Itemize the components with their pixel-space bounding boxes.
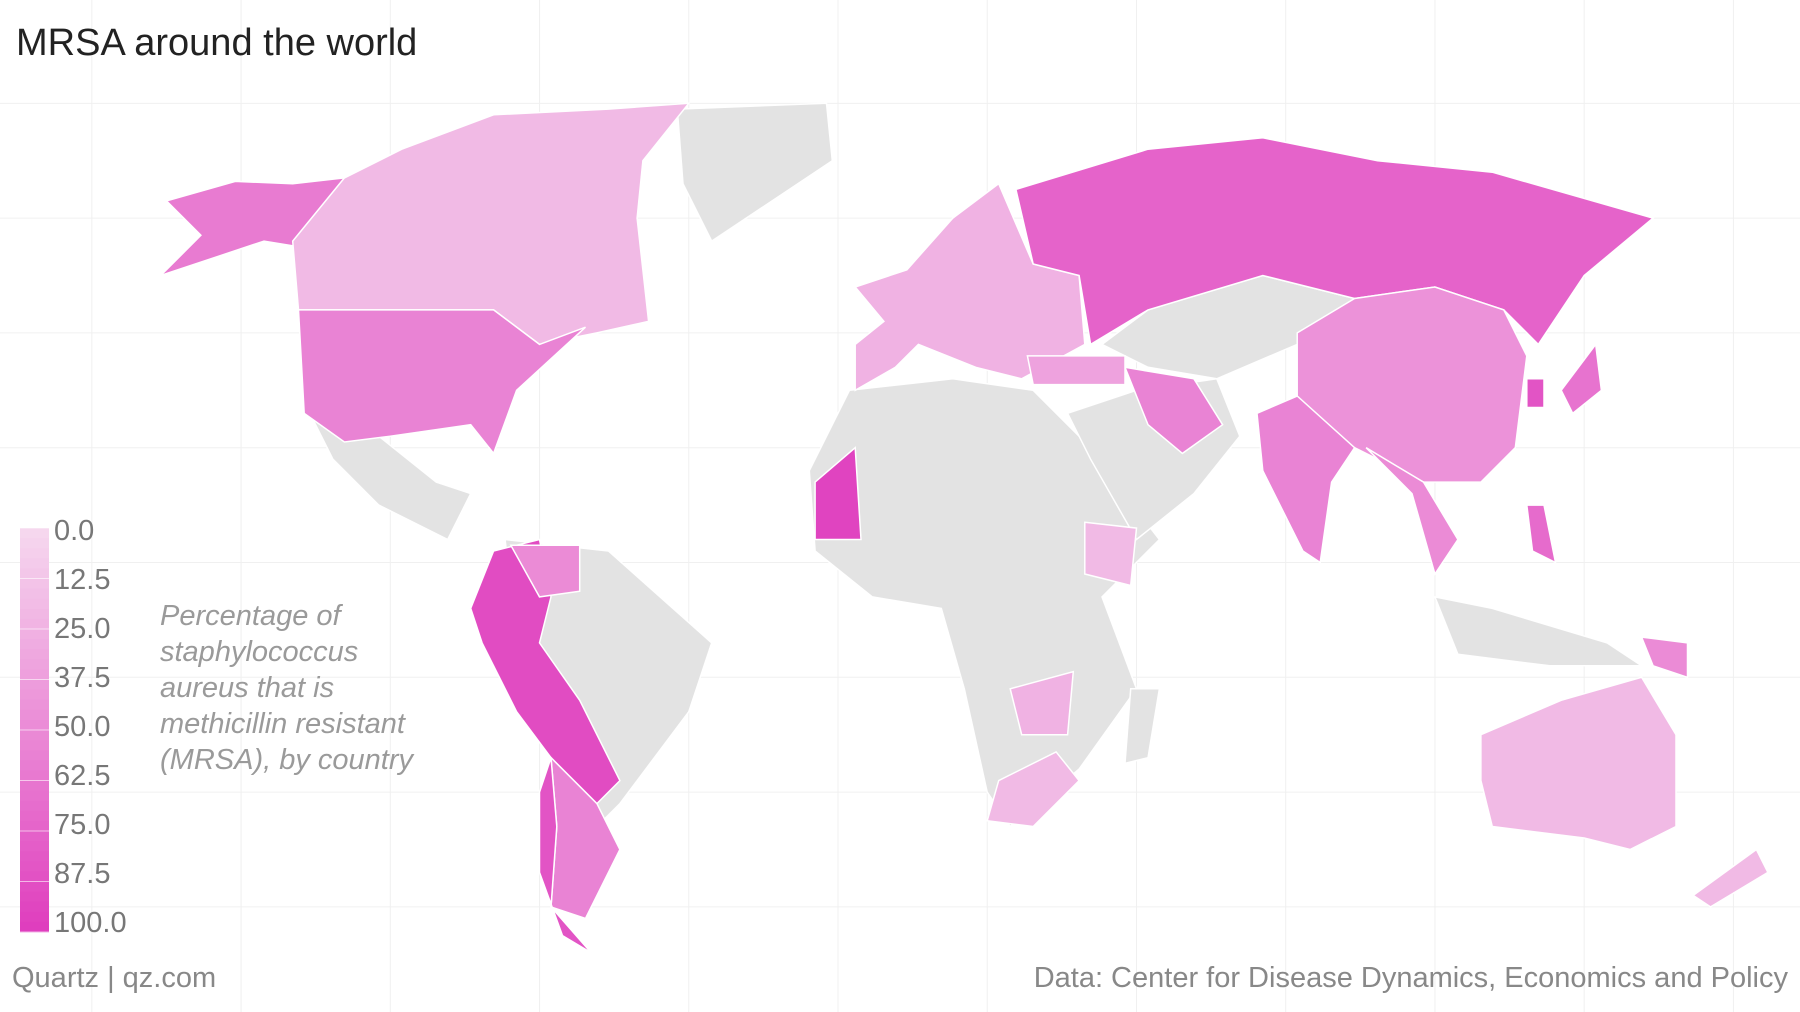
legend-swatch — [20, 618, 49, 630]
legend-swatch — [20, 699, 49, 711]
legend-swatch — [20, 790, 49, 802]
country — [986, 750, 1081, 828]
source: Data: Center for Disease Dynamics, Econo… — [1033, 962, 1788, 994]
legend-swatch — [20, 851, 49, 862]
legend-title: Percentage of staphylococcus aureus that… — [160, 600, 413, 776]
legend-swatch — [20, 780, 49, 792]
legend-swatch — [20, 528, 49, 539]
legend-swatch — [20, 709, 49, 721]
legend-swatch — [20, 558, 49, 569]
legend-swatch — [20, 770, 49, 781]
legend-swatch — [20, 800, 49, 812]
country — [1365, 447, 1459, 576]
legend-swatch — [20, 598, 49, 610]
country — [1691, 848, 1769, 908]
title: MRSA around the world — [16, 22, 418, 64]
legend-swatch — [20, 608, 49, 620]
legend-swatch — [20, 679, 49, 691]
legend-swatch — [20, 760, 49, 771]
country — [1525, 504, 1557, 564]
legend-tick-label: 100.0 — [54, 907, 127, 939]
country — [291, 102, 691, 346]
country — [814, 446, 862, 541]
legend-tick-label: 12.5 — [54, 564, 110, 596]
legend-tick-label: 25.0 — [54, 613, 110, 645]
country — [1009, 670, 1075, 736]
legend-swatch — [20, 891, 49, 903]
country — [538, 757, 592, 954]
land-no-data — [1433, 595, 1645, 667]
legend-swatch — [20, 538, 49, 549]
legend-tick-label: 37.5 — [54, 662, 110, 694]
legend-swatch — [20, 730, 49, 741]
legend-swatch — [20, 750, 49, 761]
country — [297, 309, 587, 455]
legend-tick-label: 50.0 — [54, 711, 110, 743]
legend-swatch — [20, 810, 49, 822]
legend-swatch — [20, 841, 49, 852]
legend-swatch — [20, 740, 49, 751]
legend-swatch — [20, 871, 49, 882]
legend-swatch — [20, 831, 49, 842]
legend-swatch — [20, 639, 49, 650]
legend-swatch — [20, 901, 49, 913]
legend-swatch — [20, 649, 49, 660]
country — [1526, 378, 1545, 409]
land-no-data — [308, 412, 472, 541]
legend-swatch — [20, 689, 49, 701]
land-no-data — [676, 102, 834, 243]
legend-tick-label: 0.0 — [54, 515, 94, 547]
legend-tick-label: 62.5 — [54, 760, 110, 792]
country — [509, 544, 581, 598]
legend-swatch — [20, 861, 49, 872]
legend-swatch — [20, 629, 49, 640]
country — [1640, 636, 1689, 679]
legend-swatch — [20, 820, 49, 832]
legend-swatch — [20, 568, 49, 579]
legend-swatch — [20, 719, 49, 731]
legend-swatch — [20, 921, 49, 933]
legend-swatch — [20, 588, 49, 600]
country — [1026, 355, 1126, 386]
credit: Quartz | qz.com — [12, 962, 217, 994]
country — [1123, 366, 1224, 455]
legend-swatch — [20, 669, 49, 680]
legend-swatch — [20, 911, 49, 923]
legend-tick-label: 87.5 — [54, 858, 110, 890]
country — [1084, 521, 1138, 587]
legend-swatch — [20, 548, 49, 559]
country — [1560, 342, 1603, 415]
legend-tick-label: 75.0 — [54, 809, 110, 841]
country — [853, 182, 1086, 392]
country — [1256, 395, 1356, 564]
legend-swatch — [20, 659, 49, 670]
country — [1480, 676, 1677, 851]
land-no-data — [1124, 688, 1161, 765]
legend-swatch — [20, 578, 49, 590]
legend-swatch — [20, 881, 49, 893]
